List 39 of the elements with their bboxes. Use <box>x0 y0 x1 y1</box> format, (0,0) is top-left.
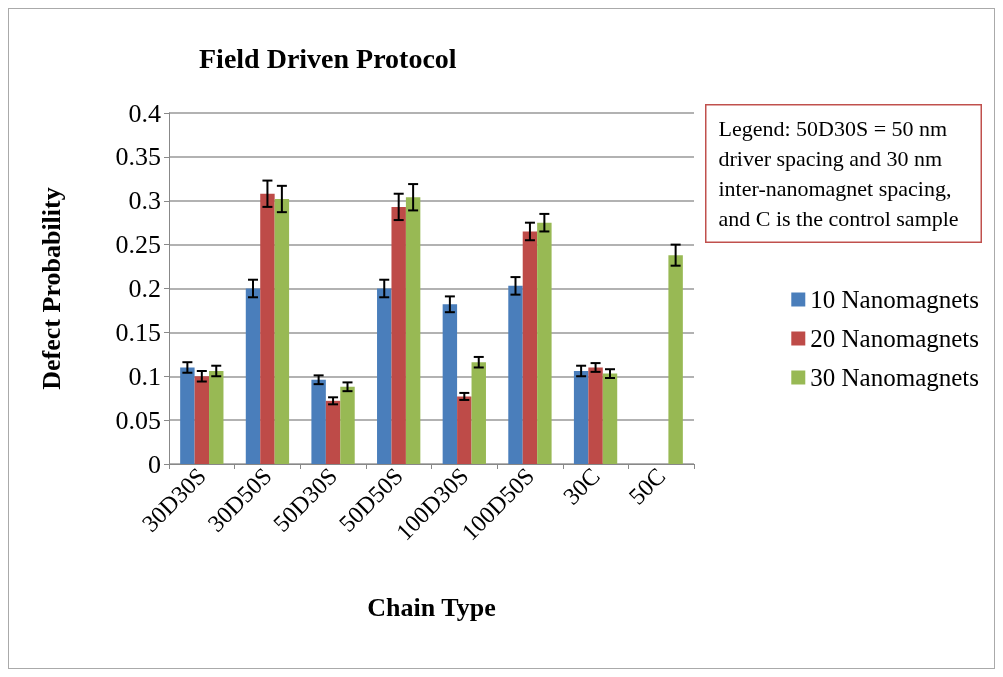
x-tick-label: 50C <box>623 462 671 510</box>
legend-label: 30 Nanomagnets <box>810 364 980 391</box>
bar <box>260 193 275 464</box>
text: Legend: 50D30S = 50 nm driver spacing and 30 nm inter-nanomagnet spacing, and C is the control sample <box>718 116 959 231</box>
legend-label: 20 Nanomagnets <box>810 325 980 352</box>
bar <box>471 362 486 464</box>
y-tick-label: 0.2 <box>128 274 161 303</box>
legend-label: 10 Nanomagnets <box>810 286 980 313</box>
bar <box>457 396 472 464</box>
bar <box>194 376 210 464</box>
bar <box>245 288 261 464</box>
bar <box>442 304 458 464</box>
bar <box>405 197 421 464</box>
x-tick-label: 30C <box>558 462 605 510</box>
chart-title: Field Driven Protocol <box>199 42 457 74</box>
y-axis-title: Defect Probability <box>36 187 66 390</box>
bar <box>537 222 552 464</box>
bar <box>573 370 589 464</box>
bar <box>668 255 683 464</box>
bar <box>391 206 406 464</box>
y-tick-label: 0.35 <box>115 142 161 172</box>
y-tick-label: 0.3 <box>128 186 161 216</box>
bar <box>522 231 538 464</box>
bar <box>588 367 603 464</box>
bar <box>508 285 523 464</box>
x-axis-title: Chain Type <box>367 592 496 622</box>
y-tick-label: 0.4 <box>128 98 161 128</box>
bar <box>311 379 326 464</box>
bar <box>180 367 195 464</box>
bar <box>209 370 224 464</box>
y-tick-label: 0.05 <box>115 405 161 435</box>
y-tick-label: 0.15 <box>115 317 161 347</box>
bar <box>377 288 392 464</box>
y-tick-label: 0.25 <box>115 230 161 260</box>
bar <box>602 373 618 464</box>
y-tick-label: 0.1 <box>128 361 161 391</box>
bar <box>325 400 341 464</box>
bar <box>340 386 355 464</box>
bar <box>274 199 290 464</box>
